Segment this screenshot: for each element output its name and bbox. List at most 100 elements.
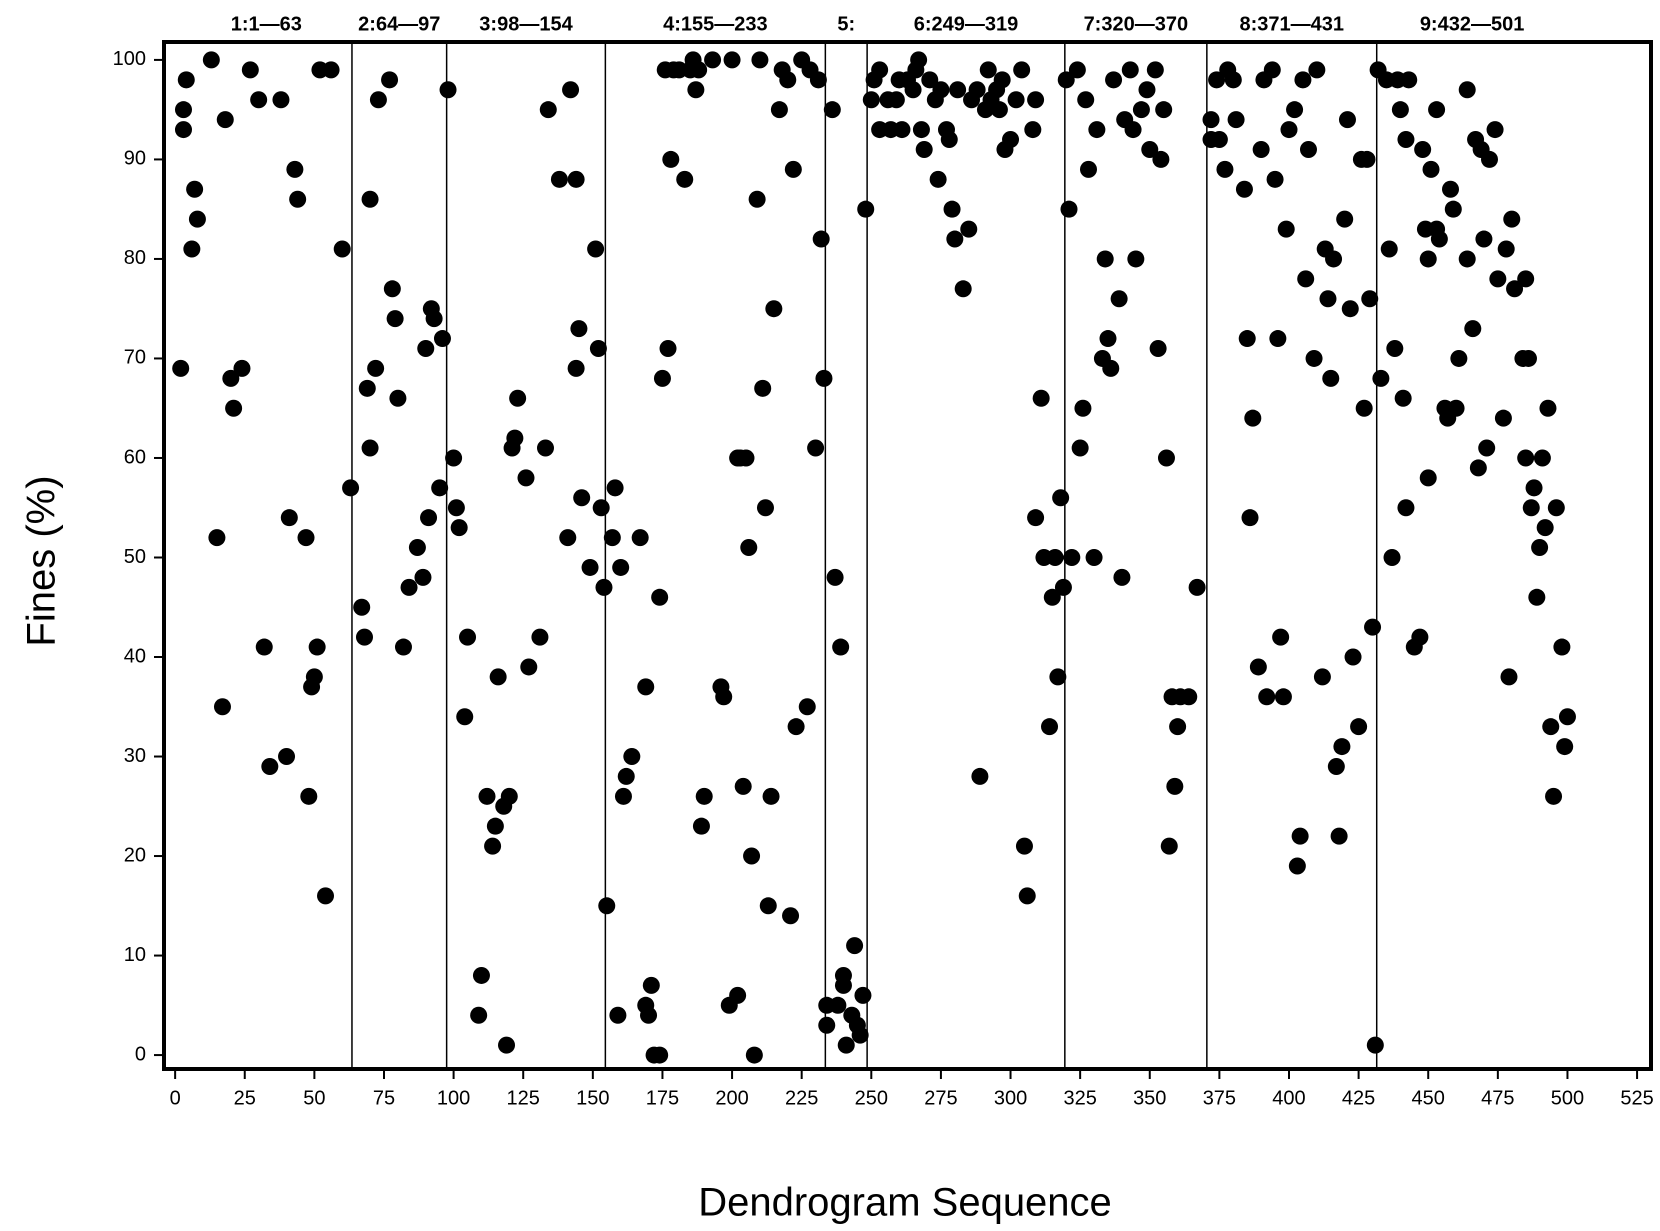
point: [367, 359, 385, 377]
point: [1383, 548, 1401, 566]
point: [1258, 688, 1276, 706]
point: [472, 966, 490, 984]
point: [394, 638, 412, 656]
point: [1068, 61, 1086, 79]
point: [1077, 91, 1095, 109]
point: [642, 976, 660, 994]
x-tick-label: 475: [1481, 1087, 1514, 1109]
x-tick-label: 525: [1620, 1087, 1653, 1109]
point: [1146, 61, 1164, 79]
point: [1288, 857, 1306, 875]
point: [250, 91, 268, 109]
point: [431, 479, 449, 497]
point: [954, 280, 972, 298]
point: [213, 698, 231, 716]
point: [570, 320, 588, 338]
point: [745, 1046, 763, 1064]
point: [1531, 539, 1549, 557]
point: [342, 479, 360, 497]
point: [1074, 399, 1092, 417]
point: [1113, 568, 1131, 586]
point: [587, 240, 605, 258]
point: [297, 529, 315, 547]
x-tick-label: 50: [303, 1087, 325, 1109]
point: [1517, 270, 1535, 288]
y-tick-label: 100: [113, 48, 146, 70]
point: [589, 340, 607, 358]
point: [383, 280, 401, 298]
point: [186, 180, 204, 198]
cluster-label: 7:320—370: [1084, 13, 1189, 35]
y-axis-title: Fines (%): [20, 475, 64, 646]
point: [1533, 449, 1551, 467]
point: [1046, 548, 1064, 566]
point: [910, 51, 928, 69]
y-tick-label: 50: [124, 546, 146, 568]
x-tick-label: 275: [924, 1087, 957, 1109]
point: [598, 897, 616, 915]
point: [1252, 140, 1270, 158]
x-tick-label: 75: [373, 1087, 395, 1109]
point: [695, 787, 713, 805]
point: [929, 170, 947, 188]
point: [823, 101, 841, 119]
point: [826, 568, 844, 586]
point: [225, 399, 243, 417]
point: [662, 150, 680, 168]
point: [255, 638, 273, 656]
point: [1430, 230, 1448, 248]
point: [1024, 121, 1042, 139]
point: [1497, 240, 1515, 258]
point: [459, 628, 477, 646]
point: [333, 240, 351, 258]
point: [754, 379, 772, 397]
point: [1141, 140, 1159, 158]
point: [216, 111, 234, 129]
point: [531, 628, 549, 646]
point: [1235, 180, 1253, 198]
point: [174, 101, 192, 119]
point: [183, 240, 201, 258]
point: [857, 200, 875, 218]
point: [1428, 101, 1446, 119]
point: [1060, 200, 1078, 218]
point: [355, 628, 373, 646]
point: [921, 71, 939, 89]
point: [759, 897, 777, 915]
point: [1419, 469, 1437, 487]
cluster-label: 4:155—233: [663, 13, 768, 35]
point: [300, 787, 318, 805]
point: [807, 439, 825, 457]
point: [1322, 369, 1340, 387]
point: [887, 91, 905, 109]
point: [912, 121, 930, 139]
point: [798, 698, 816, 716]
point: [233, 359, 251, 377]
point: [1397, 131, 1415, 149]
point: [389, 389, 407, 407]
point: [1272, 628, 1290, 646]
point: [456, 708, 474, 726]
point: [770, 101, 788, 119]
point: [818, 1016, 836, 1034]
point: [1063, 548, 1081, 566]
point: [614, 787, 632, 805]
point: [1124, 121, 1142, 139]
point: [1341, 300, 1359, 318]
y-tick-label: 30: [124, 745, 146, 767]
point: [1180, 688, 1198, 706]
point: [177, 71, 195, 89]
point: [369, 91, 387, 109]
point: [447, 499, 465, 517]
point: [1227, 111, 1245, 129]
x-tick-label: 400: [1272, 1087, 1305, 1109]
point: [1327, 757, 1345, 775]
point: [659, 340, 677, 358]
point: [470, 1006, 488, 1024]
point: [687, 81, 705, 99]
point: [1166, 777, 1184, 795]
point: [286, 160, 304, 178]
point: [433, 330, 451, 348]
point: [1052, 489, 1070, 507]
point: [509, 389, 527, 407]
